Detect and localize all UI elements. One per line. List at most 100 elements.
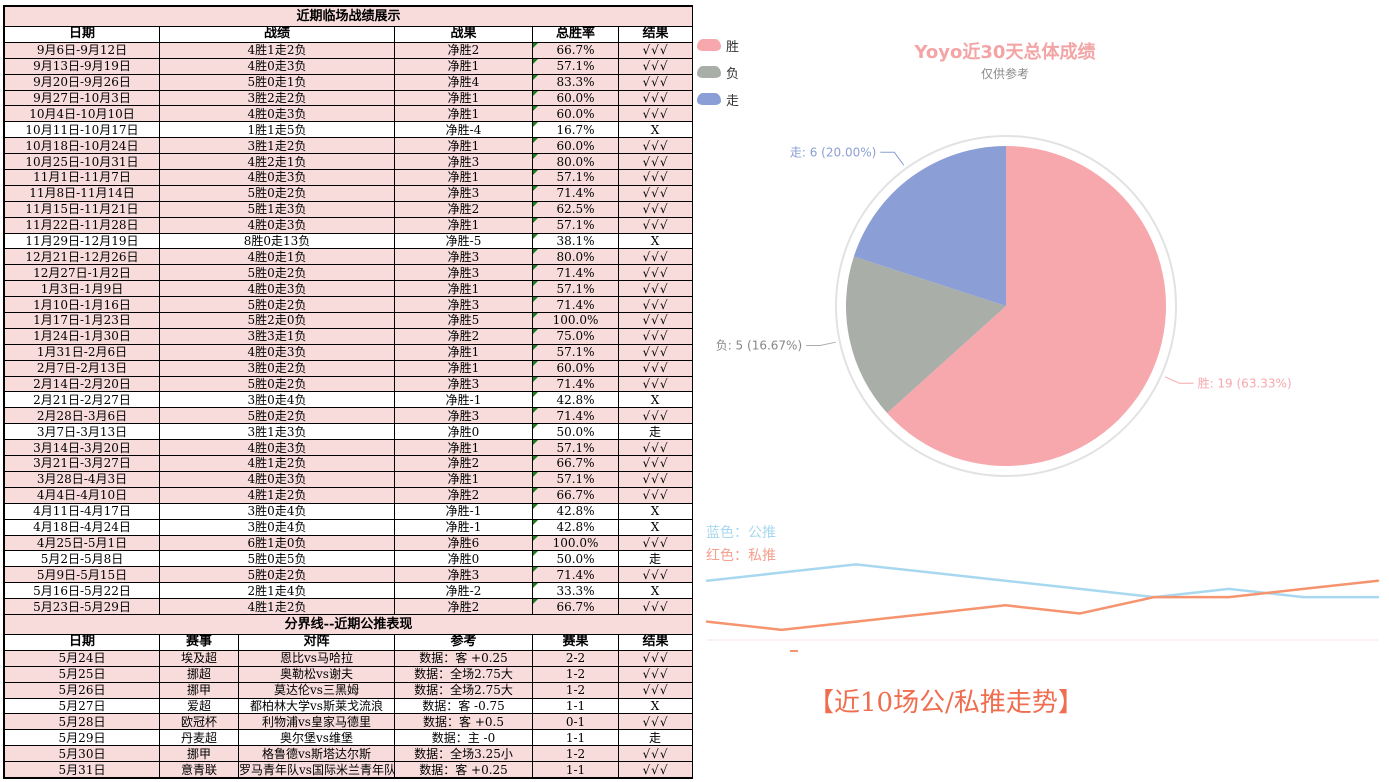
winrate-cell: 57.1% [532, 439, 619, 457]
match-cell: 奥勒松vs谢夫 [238, 665, 395, 683]
result-cell: √√√ [617, 312, 694, 329]
table1-header-row: 日期 战绩 战果 总胜率 结果 [4, 26, 694, 43]
winrate-cell: 42.8% [532, 502, 619, 520]
record-cell: 8胜0走13负 [159, 232, 395, 250]
table-row: 2月14日-2月20日 5胜0走2负 净胜3 71.4% √√√ [4, 375, 694, 393]
results-table: 近期临场战绩展示 日期 战绩 战果 总胜率 结果 9月6日-9月12日 4胜1走2负 净胜2 66… [3, 6, 694, 778]
reference-cell: 数据：全场2.75大 [394, 665, 533, 683]
table-row: 3月14日-3月20日 4胜0走3负 净胜1 57.1% √√√ [4, 439, 694, 457]
series-1-point [929, 612, 932, 615]
winrate-cell: 66.7% [532, 455, 619, 472]
net-cell: 净胜5 [394, 312, 533, 329]
table-row: 11月22日-11月28日 4胜0走3负 净胜1 57.1% √√√ [4, 216, 694, 234]
net-cell: 净胜3 [394, 407, 533, 425]
record-cell: 3胜0走4负 [159, 502, 395, 520]
date-cell: 10月25日-10月31日 [4, 153, 160, 171]
legend-item-win[interactable]: 胜 [697, 37, 739, 55]
table-row: 3月21日-3月27日 4胜1走2负 净胜2 66.7% √√√ [4, 455, 694, 472]
winrate-cell: 80.0% [532, 153, 619, 171]
net-cell: 净胜4 [394, 73, 533, 91]
pie-slice-1[interactable] [845, 256, 1006, 414]
pie-slice-0[interactable] [887, 146, 1166, 467]
pie-slice-2[interactable] [853, 146, 1006, 306]
table-row: 5月26日 挪甲 莫达伦vs三黑姆 数据：全场2.75大 1-2 √√√ [4, 681, 694, 699]
winrate-cell: 57.1% [532, 343, 619, 361]
date-cell: 4月25日-5月1日 [4, 534, 160, 552]
winrate-cell: 80.0% [532, 248, 619, 266]
series-1-point [1227, 595, 1231, 599]
winrate-cell: 57.1% [532, 57, 619, 75]
result-cell: √√√ [617, 200, 694, 218]
net-cell: 净胜2 [394, 41, 533, 59]
legend-item-loss[interactable]: 负 [697, 64, 739, 82]
pie-label-leader [806, 341, 836, 347]
winrate-cell: 71.4% [532, 407, 619, 425]
match-cell: 都柏林大学vs斯莱戈流浪 [238, 697, 395, 715]
legend-swatch-loss-icon [697, 66, 721, 78]
match-cell: 罗马青年队vs国际米兰青年队 [238, 761, 395, 778]
record-cell: 4胜0走3负 [159, 169, 395, 186]
score-cell: 1-1 [532, 729, 619, 747]
date-cell: 5月24日 [4, 649, 160, 667]
pie-chart-subtitle: 仅供参考 [980, 67, 1029, 81]
match-cell: 奥尔堡vs维堡 [238, 729, 395, 747]
net-cell: 净胜3 [394, 296, 533, 314]
table-row: 2月28日-3月6日 5胜0走2负 净胜3 71.4% √√√ [4, 407, 694, 425]
winrate-cell: 75.0% [532, 327, 619, 345]
score-cell: 1-1 [532, 761, 619, 778]
record-cell: 4胜0走3负 [159, 105, 395, 123]
series-1-point [854, 620, 858, 623]
table-row: 11月8日-11月14日 5胜0走2负 净胜3 71.4% √√√ [4, 184, 694, 202]
table-row: 9月27日-10月3日 3胜2走2负 净胜1 60.0% √√√ [4, 89, 694, 107]
net-cell: 净胜3 [394, 153, 533, 171]
league-cell: 爱超 [159, 697, 239, 715]
net-cell: 净胜1 [394, 280, 533, 298]
date-cell: 1月10日-1月16日 [4, 296, 160, 314]
result-cell: X [617, 582, 694, 600]
trend-chart-title: 【近10场公/私推走势】 [808, 688, 1084, 718]
table-row: 1月31日-2月6日 4胜0走3负 净胜1 57.1% √√√ [4, 343, 694, 361]
result-cell: X [617, 232, 694, 250]
score-cell: 1-1 [532, 697, 619, 715]
net-cell: 净胜3 [394, 375, 533, 393]
legend-item-push[interactable]: 走 [697, 91, 739, 109]
date-cell: 11月15日-11月21日 [4, 200, 160, 218]
date-cell: 3月21日-3月27日 [4, 455, 160, 472]
record-cell: 4胜1走2负 [159, 598, 395, 615]
table-row: 5月30日 挪甲 格鲁德vs斯塔达尔斯 数据：全场3.25小 1-2 √√√ [4, 745, 694, 763]
league-cell: 丹麦超 [159, 729, 239, 747]
series-1-point [1302, 587, 1305, 591]
net-cell: 净胜0 [394, 550, 533, 568]
net-cell: 净胜-1 [394, 518, 533, 536]
table-row: 5月31日 意青联 罗马青年队vs国际米兰青年队 数据：客 +0.25 1-1 √√√ [4, 761, 694, 778]
net-cell: 净胜2 [394, 200, 533, 218]
record-cell: 4胜0走3负 [159, 280, 395, 298]
table2-title-row: 分界线--近期公推表现 [3, 613, 694, 635]
series-1-point [1376, 579, 1380, 582]
pie-slice-label: 胜: 19 (63.33%) [1198, 375, 1292, 390]
net-cell: 净胜-5 [394, 232, 533, 250]
pie-label-leader [880, 151, 905, 166]
net-cell: 净胜3 [394, 184, 533, 202]
result-cell: 走 [617, 550, 694, 568]
table-row: 2月7日-2月13日 3胜0走2负 净胜1 60.0% √√√ [4, 359, 694, 377]
result-cell: √√√ [617, 296, 694, 314]
date-cell: 9月20日-9月26日 [4, 73, 160, 91]
record-cell: 3胜1走2负 [159, 137, 395, 155]
record-cell: 4胜1走2负 [159, 41, 395, 59]
net-cell: 净胜3 [394, 264, 533, 282]
result-cell: √√√ [617, 137, 694, 155]
winrate-cell: 57.1% [532, 169, 619, 186]
table-row: 4月18日-4月24日 3胜0走4负 净胜-1 42.8% X [4, 518, 694, 536]
series-1-point [1153, 595, 1156, 599]
winrate-cell: 71.4% [532, 375, 619, 393]
winrate-cell: 83.3% [532, 73, 619, 91]
net-cell: 净胜1 [394, 105, 533, 123]
table-row: 5月25日 挪超 奥勒松vs谢夫 数据：全场2.75大 1-2 √√√ [4, 665, 694, 683]
column-header: 结果 [617, 26, 694, 43]
table-row: 4月4日-4月10日 4胜1走2负 净胜2 66.7% √√√ [4, 486, 694, 504]
net-cell: 净胜1 [394, 137, 533, 155]
result-cell: √√√ [617, 343, 694, 361]
net-cell: 净胜0 [394, 423, 533, 441]
date-cell: 3月7日-3月13日 [4, 423, 160, 441]
